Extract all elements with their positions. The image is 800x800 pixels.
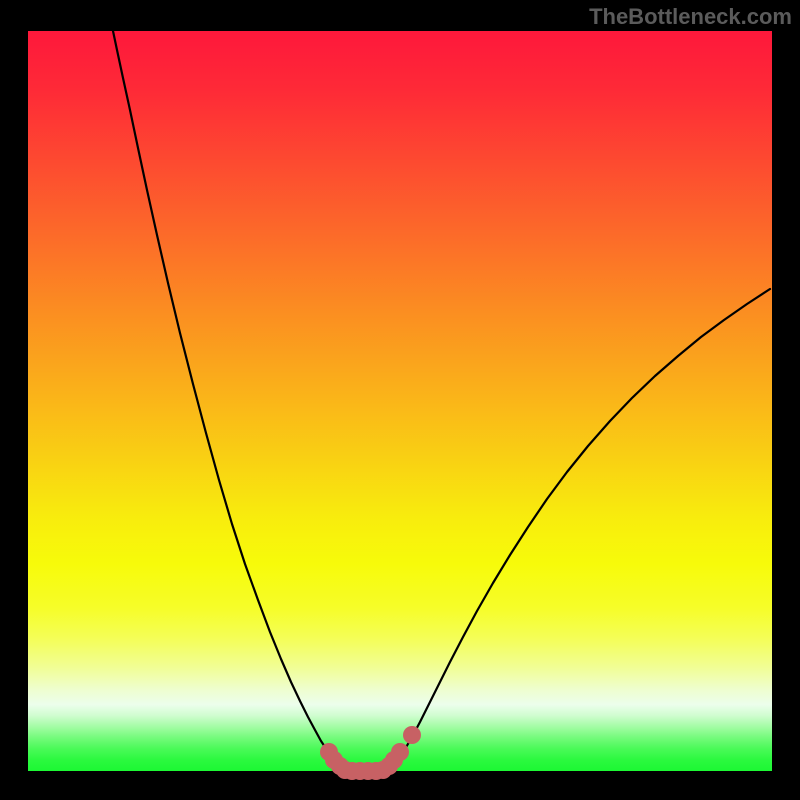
chart-container: TheBottleneck.com [0,0,800,800]
bottleneck-curve [113,31,770,770]
marker-overlay [320,726,421,780]
marker-dot [403,726,421,744]
marker-dot [391,743,409,761]
curve-overlay-svg [0,0,800,800]
watermark-text: TheBottleneck.com [589,4,792,30]
